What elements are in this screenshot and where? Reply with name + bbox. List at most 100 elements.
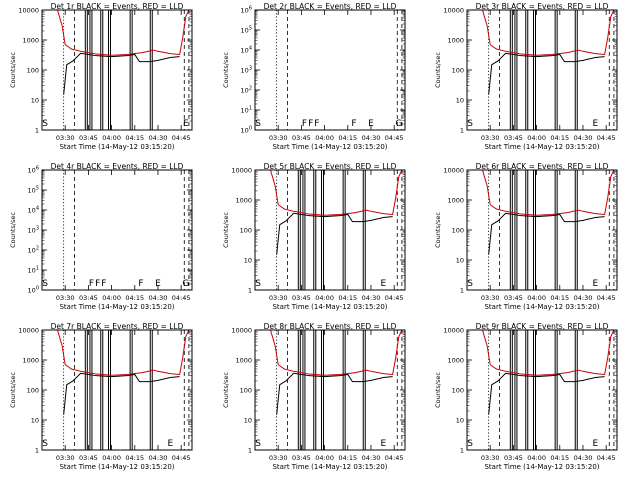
x-tick-label: 03:30	[56, 454, 75, 462]
x-tick-label: 03:30	[56, 134, 75, 142]
x-tick-label: 04:00	[102, 454, 121, 462]
plot-frame	[254, 329, 406, 451]
chart-panel-5: Det 5r BLACK = Events, RED = LLD 1 10 100 10…	[222, 162, 406, 311]
x-tick-label: 04:45	[385, 454, 404, 462]
y-tick-label: 1000	[235, 357, 252, 365]
event-marker: S	[42, 439, 48, 449]
series-line-events	[276, 372, 393, 415]
x-tick-label: 04:30	[362, 294, 381, 302]
event-marker: S	[467, 279, 473, 289]
x-tick-label: 03:45	[79, 134, 98, 142]
x-tick-label: 04:00	[315, 294, 334, 302]
y-tick-label: 10000	[231, 167, 252, 175]
event-marker: E	[368, 119, 374, 129]
y-tick-label: 100	[452, 387, 464, 395]
chart-panel-6: Det 6r BLACK = Events, RED = LLD 1 10 100 10…	[434, 162, 618, 311]
x-tick-label: 04:45	[597, 294, 616, 302]
event-marker: F	[302, 119, 307, 129]
series-line-lld	[255, 169, 403, 216]
event-marker: E	[593, 119, 599, 129]
plot-frame	[466, 9, 618, 131]
chart-panel-7: Det 7r BLACK = Events, RED = LLD 1 10 100 10…	[9, 322, 193, 471]
y-tick-label: 10	[456, 257, 464, 265]
event-marker: E	[381, 439, 387, 449]
series-line-events	[276, 212, 393, 255]
y-tick-label: 1000	[447, 37, 464, 45]
plot-frame	[466, 329, 618, 451]
x-tick-label: 04:15	[125, 294, 144, 302]
event-marker: F	[138, 279, 143, 289]
chart-title: Det 9r BLACK = Events, RED = LLD	[476, 322, 609, 331]
x-tick-label: 03:45	[292, 134, 311, 142]
series-line-events	[63, 372, 180, 415]
y-tick-label: 101	[28, 266, 39, 275]
event-marker: G	[395, 119, 402, 129]
plot-frame	[254, 169, 406, 291]
x-tick-label: 04:00	[527, 134, 546, 142]
event-marker: F	[89, 279, 94, 289]
x-tick-label: 03:45	[292, 294, 311, 302]
chart-title: Det 6r BLACK = Events, RED = LLD	[476, 162, 609, 171]
event-marker: F	[101, 279, 106, 289]
x-tick-label: 04:15	[550, 294, 569, 302]
series-line-events	[63, 52, 180, 95]
y-tick-label: 10	[456, 97, 464, 105]
x-tick-label: 04:00	[102, 294, 121, 302]
event-marker: S	[255, 119, 261, 129]
series-line-events	[488, 52, 605, 95]
x-tick-label: 04:15	[338, 294, 357, 302]
series-line-lld	[42, 329, 190, 376]
x-tick-label: 04:30	[574, 294, 593, 302]
x-tick-label: 04:00	[527, 454, 546, 462]
x-axis-label: Start Time (14-May-12 03:15:20)	[484, 143, 599, 151]
y-tick-label: 10000	[231, 327, 252, 335]
chart-panel-2: Det 2r BLACK = Events, RED = LLD 100 101 10…	[222, 2, 406, 151]
chart-title: Det 3r BLACK = Events, RED = LLD	[476, 2, 609, 11]
y-tick-label: 100	[27, 387, 39, 395]
x-tick-label: 03:30	[481, 134, 500, 142]
y-tick-label: 103	[241, 66, 252, 75]
x-tick-label: 03:45	[504, 294, 523, 302]
series-line-lld	[467, 9, 615, 56]
x-tick-label: 04:30	[362, 454, 381, 462]
x-tick-label: 03:30	[56, 294, 75, 302]
event-marker: G	[182, 279, 189, 289]
y-tick-label: 105	[241, 26, 252, 35]
y-tick-label: 10000	[18, 327, 39, 335]
chart-panel-1: Det 1r BLACK = Events, RED = LLD 1 10 100 10…	[9, 2, 193, 151]
y-tick-label: 102	[241, 86, 252, 95]
event-marker: E	[155, 279, 161, 289]
event-marker: E	[168, 439, 174, 449]
event-marker: F	[314, 119, 319, 129]
series-line-events	[488, 212, 605, 255]
y-tick-label: 106	[28, 166, 39, 175]
y-tick-label: 1	[460, 127, 464, 135]
x-tick-label: 04:45	[597, 134, 616, 142]
x-tick-label: 03:30	[481, 454, 500, 462]
y-axis-label: Counts/sec	[434, 52, 442, 88]
x-tick-label: 04:00	[527, 294, 546, 302]
x-tick-label: 03:45	[504, 134, 523, 142]
x-tick-label: 04:45	[385, 294, 404, 302]
event-marker: E	[593, 279, 599, 289]
y-tick-label: 100	[241, 126, 252, 135]
y-tick-label: 100	[240, 227, 252, 235]
y-tick-label: 10	[244, 257, 252, 265]
x-axis-label: Start Time (14-May-12 03:15:20)	[59, 303, 174, 311]
y-tick-label: 100	[28, 286, 39, 295]
y-tick-label: 103	[28, 226, 39, 235]
x-tick-label: 03:45	[79, 454, 98, 462]
y-tick-label: 100	[452, 67, 464, 75]
y-axis-label: Counts/sec	[434, 212, 442, 248]
y-tick-label: 102	[28, 246, 39, 255]
x-tick-label: 04:30	[362, 134, 381, 142]
y-tick-label: 1000	[447, 197, 464, 205]
y-tick-label: 101	[241, 106, 252, 115]
x-tick-label: 03:45	[504, 454, 523, 462]
chart-panel-9: Det 9r BLACK = Events, RED = LLD 1 10 100 10…	[434, 322, 618, 471]
x-tick-label: 04:30	[149, 454, 168, 462]
event-marker: E	[593, 439, 599, 449]
y-tick-label: 10	[31, 97, 39, 105]
